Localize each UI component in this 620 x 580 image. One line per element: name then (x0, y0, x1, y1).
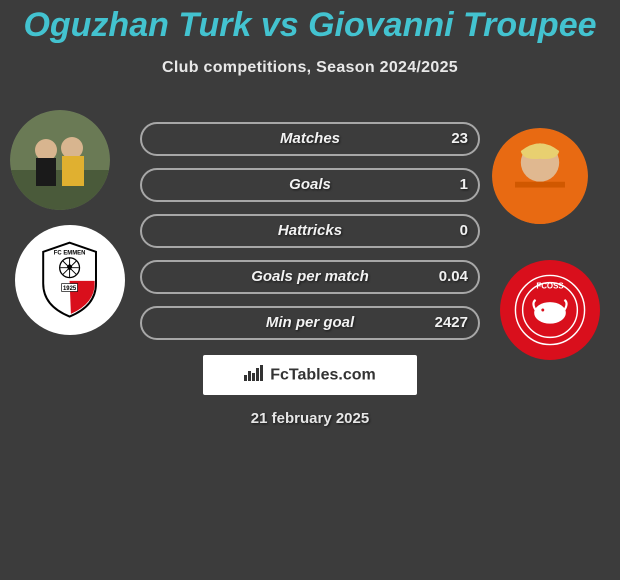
comparison-infographic: Oguzhan Turk vs Giovanni Troupee Club co… (0, 0, 620, 580)
page-title: Oguzhan Turk vs Giovanni Troupee (0, 0, 620, 45)
stat-label: Min per goal (140, 306, 480, 340)
logo-text: FcTables.com (270, 366, 376, 383)
stat-right-value: 23 (451, 122, 468, 156)
player-avatar-left (10, 110, 110, 210)
stat-label: Matches (140, 122, 480, 156)
stat-label: Goals (140, 168, 480, 202)
subtitle: Club competitions, Season 2024/2025 (0, 59, 620, 77)
stat-right-value: 0.04 (439, 260, 468, 294)
stat-label: Hattricks (140, 214, 480, 248)
stats-table: Matches 23 Goals 1 Hattricks 0 Goals per… (140, 122, 480, 352)
stat-row: Goals per match 0.04 (140, 260, 480, 294)
crest-left-name: FC EMMEN (54, 251, 86, 257)
player-avatar-right (492, 128, 588, 224)
crest-left-year: 1925 (63, 287, 77, 293)
stat-right-value: 0 (460, 214, 468, 248)
stat-row: Matches 23 (140, 122, 480, 156)
bars-icon (244, 365, 264, 386)
stat-right-value: 2427 (435, 306, 468, 340)
club-crest-right: FCOSS (500, 260, 600, 360)
source-logo: FcTables.com (203, 355, 417, 395)
stat-row: Goals 1 (140, 168, 480, 202)
crest-right-name: FCOSS (536, 281, 563, 290)
stat-label: Goals per match (140, 260, 480, 294)
date-text: 21 february 2025 (0, 410, 620, 427)
stat-row: Hattricks 0 (140, 214, 480, 248)
club-crest-left: FC EMMEN 1925 (15, 225, 125, 335)
stat-right-value: 1 (460, 168, 468, 202)
stat-row: Min per goal 2427 (140, 306, 480, 340)
